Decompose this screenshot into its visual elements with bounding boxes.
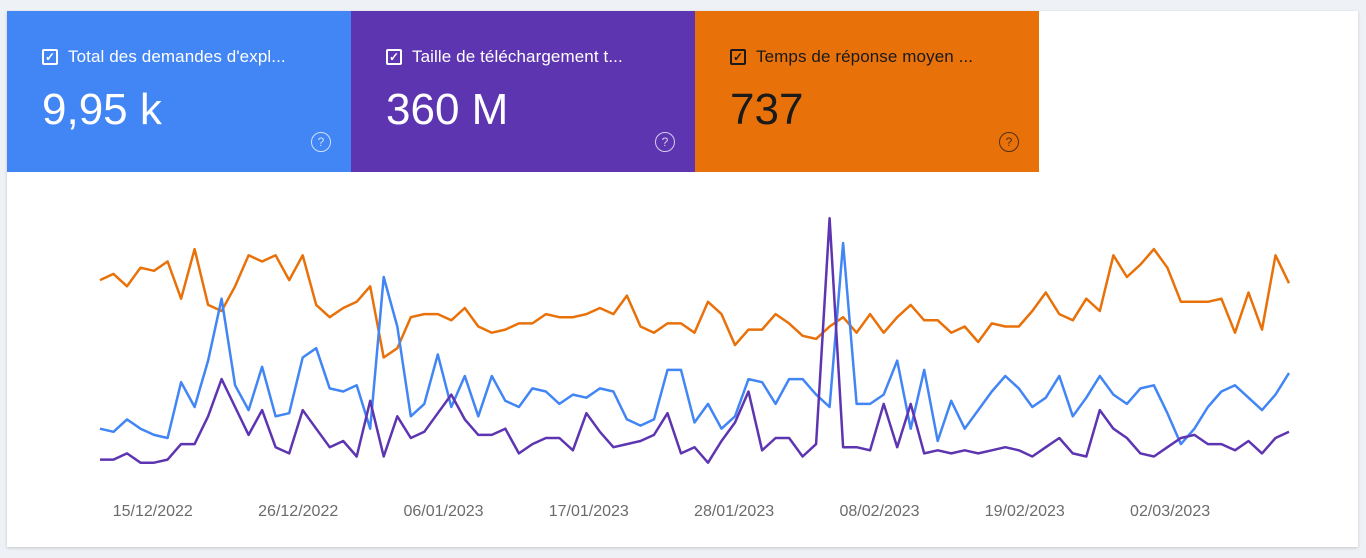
x-tick-label: 26/12/2022 [258,503,338,520]
x-tick-label: 28/01/2023 [694,503,774,520]
x-tick-label: 08/02/2023 [839,503,919,520]
help-icon[interactable]: ? [311,132,331,152]
checkbox-checked-icon[interactable]: ✓ [730,49,746,65]
metric-card-response-time[interactable]: ✓ Temps de réponse moyen ... 737 ? [695,11,1039,172]
help-icon[interactable]: ? [999,132,1019,152]
series-line-0 [99,247,1291,359]
metric-label: Total des demandes d'expl... [68,47,286,66]
metric-header: ✓ Temps de réponse moyen ... [730,47,973,67]
metric-card-total-requests[interactable]: ✓ Total des demandes d'expl... 9,95 k ? [7,11,351,172]
crawl-stats-panel: ✓ Total des demandes d'expl... 9,95 k ? … [7,11,1358,547]
metric-value: 9,95 k [42,85,162,134]
metric-value: 737 [730,85,804,134]
x-tick-label: 06/01/2023 [403,503,483,520]
metric-card-download-size[interactable]: ✓ Taille de téléchargement t... 360 M ? [351,11,695,172]
metric-cards: ✓ Total des demandes d'expl... 9,95 k ? … [7,11,1039,172]
help-icon[interactable]: ? [655,132,675,152]
checkbox-checked-icon[interactable]: ✓ [386,49,402,65]
metric-value: 360 M [386,85,509,134]
x-tick-label: 15/12/2022 [113,503,193,520]
metric-label: Temps de réponse moyen ... [756,47,974,66]
metric-header: ✓ Total des demandes d'expl... [42,47,286,67]
checkbox-checked-icon[interactable]: ✓ [42,49,58,65]
x-tick-label: 02/03/2023 [1130,503,1210,520]
metric-header: ✓ Taille de téléchargement t... [386,47,623,67]
metric-label: Taille de téléchargement t... [412,47,623,66]
series-line-2 [100,216,1290,464]
x-tick-label: 17/01/2023 [549,503,629,520]
line-chart: 15/12/2022 26/12/2022 06/01/2023 17/01/2023… [99,216,1291,520]
series-line-1 [99,241,1291,446]
x-tick-label: 19/02/2023 [985,503,1065,520]
